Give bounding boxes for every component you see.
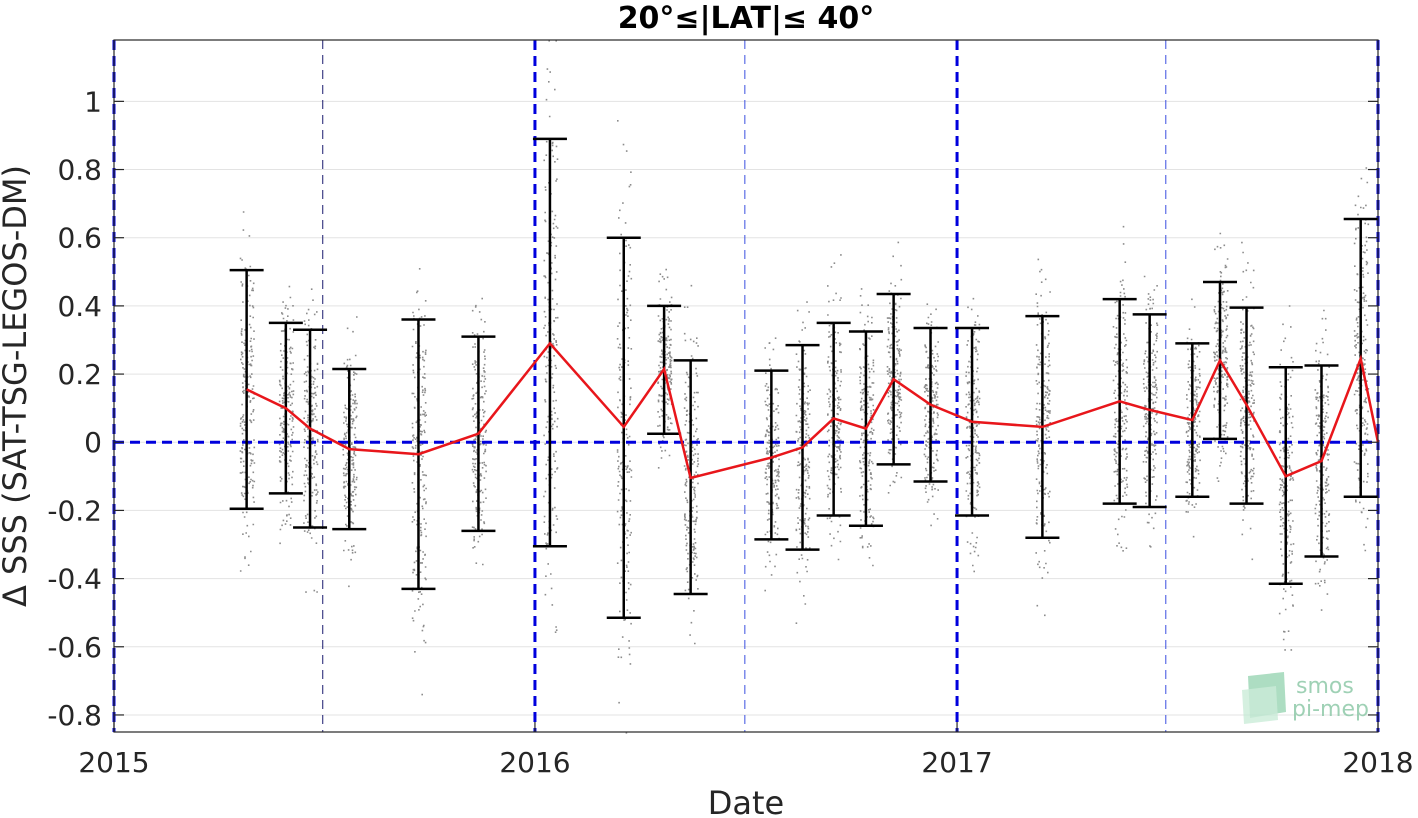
- x-axis-label: Date: [708, 784, 784, 818]
- chart-title: 20°≤|LAT|≤ 40°: [618, 1, 875, 36]
- x-tick-label: 2016: [499, 746, 570, 779]
- y-tick-label: 0.8: [57, 154, 102, 187]
- x-tick-label: 2015: [78, 746, 149, 779]
- plot-area: [114, 40, 1378, 732]
- mean-line: [246, 341, 1380, 480]
- scatter-cloud: [239, 40, 1370, 734]
- y-tick-label: 0: [84, 426, 102, 459]
- y-tick-label: 0.2: [57, 358, 102, 391]
- logo-line2: pi-mep: [1292, 697, 1369, 722]
- y-axis-label: Δ SSS (SAT-TSG-LEGOS-DM): [0, 165, 34, 607]
- mean-series: [246, 341, 1380, 480]
- plot-frame: [113, 39, 1379, 733]
- scatter-points: [239, 40, 1370, 734]
- x-tick-label: 2018: [1342, 746, 1413, 779]
- y-tick-label: -0.2: [47, 494, 102, 527]
- axis-ticks: 1 0.8 0.6 0.4 0.2 0 -0.2 -0.4 -0.6 -0.8 2015 2016 20…: [47, 85, 1413, 779]
- y-tick-label: 0.4: [57, 290, 102, 323]
- logo-line1: smos: [1296, 674, 1354, 699]
- y-tick-label: 1: [84, 85, 102, 118]
- smos-pi-mep-logo: smos pi-mep: [1242, 672, 1369, 724]
- y-tick-label: -0.6: [47, 631, 102, 664]
- x-tick-label: 2017: [921, 746, 992, 779]
- y-tick-label: -0.4: [47, 563, 102, 596]
- y-tick-label: -0.8: [47, 699, 102, 732]
- y-tick-label: 0.6: [57, 222, 102, 255]
